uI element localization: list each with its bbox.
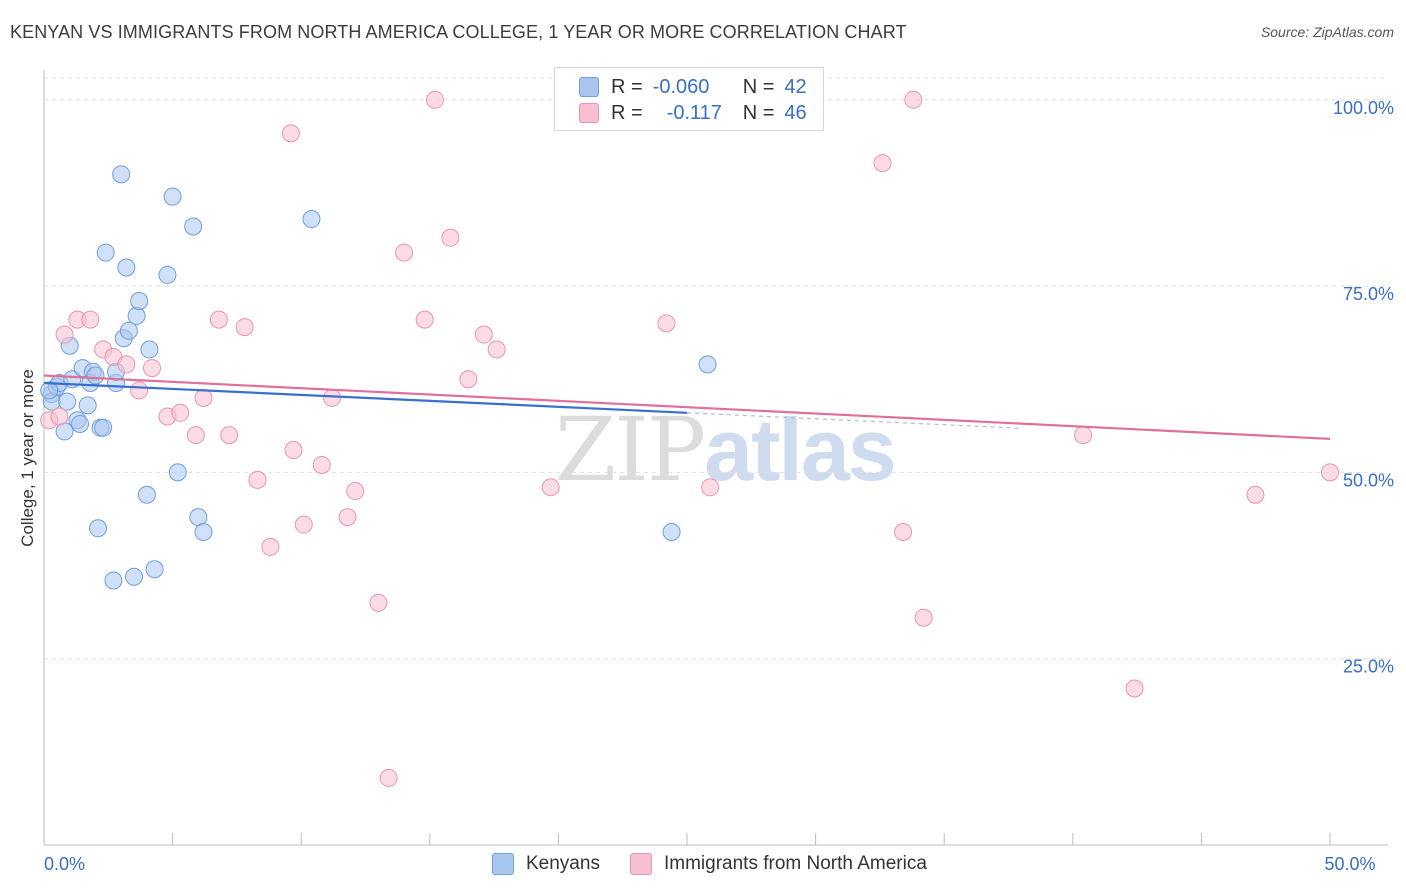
kenyans-point — [302, 210, 321, 229]
y-tick-label: 75.0% — [1343, 284, 1394, 304]
immigrants-point — [459, 370, 478, 389]
kenyans-point — [40, 381, 59, 400]
kenyans-point — [145, 560, 164, 579]
immigrants-point — [904, 90, 923, 109]
immigrants-point — [130, 381, 149, 400]
kenyans-point — [194, 523, 213, 542]
legend-n-value: 42 — [784, 75, 807, 98]
immigrants-point — [487, 340, 506, 359]
immigrants-point — [346, 482, 365, 501]
immigrants-point — [701, 478, 720, 497]
source-label: Source: ZipAtlas.com — [1260, 24, 1394, 40]
immigrants-point — [474, 325, 493, 344]
immigrants-point — [220, 426, 239, 445]
immigrants-point — [281, 124, 300, 143]
immigrants-point — [1321, 463, 1339, 482]
legend-swatch-blue — [579, 77, 599, 97]
legend-row-immigrants: R = -0.117 N = 46 — [579, 101, 807, 125]
kenyans-point — [163, 187, 182, 206]
legend-r-value: -0.060 — [652, 75, 710, 98]
immigrants-point — [117, 355, 136, 374]
immigrants-point — [379, 768, 398, 787]
immigrants-point — [415, 310, 434, 329]
kenyans-point — [58, 392, 77, 411]
immigrants-point — [294, 515, 313, 534]
y-tick-label: 100.0% — [1333, 98, 1394, 118]
kenyans-point — [140, 340, 159, 359]
immigrants-point — [50, 407, 69, 426]
immigrants-trend-line — [43, 374, 1331, 440]
kenyans-point — [78, 396, 97, 415]
immigrants-point — [1125, 679, 1144, 698]
immigrants-point — [894, 523, 913, 542]
legend-row-kenyans: R = -0.060 N = 42 — [579, 75, 807, 99]
y-tick-label: 25.0% — [1343, 657, 1394, 677]
immigrants-point — [248, 470, 267, 489]
immigrants-point — [55, 325, 74, 344]
x-tick-label: 0.0% — [44, 854, 85, 874]
legend-r-label: R = — [611, 101, 643, 124]
bottom-legend-label: Immigrants from North America — [664, 853, 927, 874]
immigrants-point — [323, 388, 342, 407]
kenyans-point — [94, 418, 113, 437]
immigrants-point — [81, 310, 100, 329]
kenyans-point — [112, 165, 131, 184]
immigrants-point — [312, 455, 331, 474]
immigrants-point — [395, 243, 414, 262]
bottom-legend-swatch-blue — [492, 853, 514, 875]
kenyans-point — [698, 355, 717, 374]
kenyans-point — [119, 321, 138, 340]
immigrants-point — [171, 403, 190, 422]
kenyans-point — [125, 567, 144, 586]
immigrants-point — [425, 90, 444, 109]
legend-n-label: N = — [742, 75, 775, 98]
immigrants-point — [284, 441, 303, 460]
bottom-legend-swatch-pink — [630, 853, 652, 875]
kenyans-trend-line — [43, 381, 688, 414]
immigrants-point — [338, 508, 357, 527]
bottom-legend-label: Kenyans — [526, 853, 600, 874]
immigrants-point — [261, 537, 280, 556]
immigrants-point — [194, 388, 213, 407]
immigrants-point — [1074, 426, 1093, 445]
legend-n-value: 46 — [784, 101, 807, 124]
kenyans-point — [158, 265, 177, 284]
correlation-legend: R = -0.060 N = 42 R = -0.117 N = 46 — [554, 67, 824, 131]
legend-r-value: -0.117 — [666, 101, 722, 124]
chart-title: KENYAN VS IMMIGRANTS FROM NORTH AMERICA … — [10, 22, 907, 42]
kenyans-point — [137, 485, 156, 504]
kenyans-point — [117, 258, 136, 277]
immigrants-point — [441, 228, 460, 247]
kenyans-point — [184, 217, 203, 236]
immigrants-point — [369, 593, 388, 612]
kenyans-point — [168, 463, 187, 482]
immigrants-point — [873, 154, 892, 173]
immigrants-point — [186, 426, 205, 445]
immigrants-point — [235, 318, 254, 337]
kenyans-point — [71, 414, 90, 433]
kenyans-point — [130, 292, 149, 311]
immigrants-point — [1246, 485, 1265, 504]
immigrants-point — [143, 359, 162, 378]
kenyans-point — [662, 523, 681, 542]
legend-r-label: R = — [611, 75, 643, 98]
kenyans-point — [89, 519, 108, 538]
bottom-legend-kenyans: Kenyans — [492, 852, 600, 876]
immigrants-point — [657, 314, 676, 333]
immigrants-point — [209, 310, 228, 329]
immigrants-point — [541, 478, 560, 497]
legend-swatch-pink — [579, 103, 599, 123]
kenyans-point — [96, 243, 115, 262]
y-tick-label: 50.0% — [1343, 470, 1394, 490]
bottom-legend-immigrants: Immigrants from North America — [630, 852, 927, 876]
kenyans-point — [127, 306, 146, 325]
kenyans-point — [86, 366, 105, 385]
x-tick-label: 50.0% — [1324, 854, 1375, 874]
immigrants-point — [914, 608, 933, 627]
kenyans-point — [104, 571, 123, 590]
legend-n-label: N = — [742, 101, 775, 124]
